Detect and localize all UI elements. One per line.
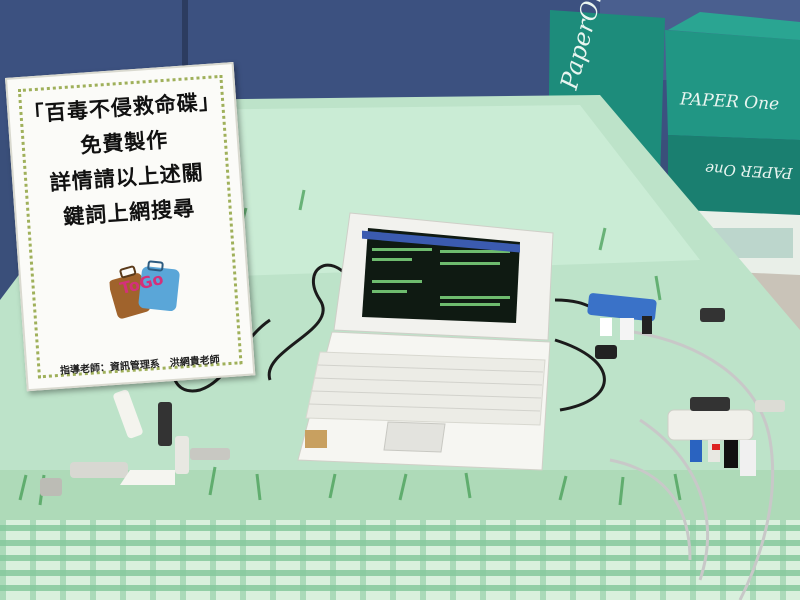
- sign-board: 「百毒不侵救命碟」 免費製作 詳情請以上述關 鍵詞上網搜尋 ToGo 指導老師：…: [5, 62, 256, 392]
- laptop-sticker: [305, 430, 327, 448]
- laptop: [297, 212, 554, 471]
- usb-hub-white: [667, 409, 756, 476]
- usb-hub-blue: [587, 293, 657, 340]
- touchpad: [383, 421, 446, 453]
- screen-text: [372, 248, 510, 306]
- keyboard: [305, 351, 546, 426]
- luggage-logo: [108, 260, 180, 319]
- sign-text: 「百毒不侵救命碟」 免費製作 詳情請以上述關 鍵詞上網搜尋: [8, 82, 242, 237]
- grey-cables: [609, 328, 775, 600]
- misc-usb-items: [595, 308, 785, 412]
- usb-drives-left: [40, 389, 230, 496]
